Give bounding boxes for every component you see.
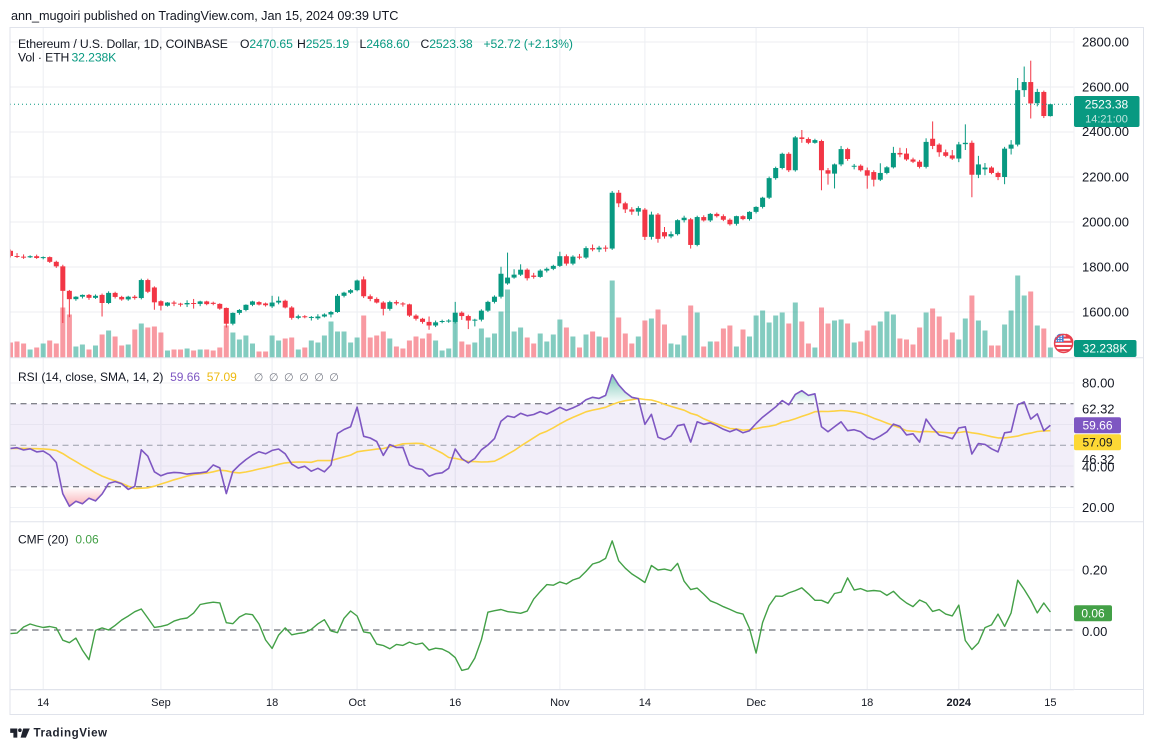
svg-text:Nov: Nov [550, 697, 570, 709]
svg-text:14:21:00: 14:21:00 [1085, 114, 1128, 126]
svg-text:TradingView: TradingView [34, 727, 109, 740]
svg-text:2800.00: 2800.00 [1082, 35, 1129, 50]
svg-text:∅: ∅ [254, 372, 264, 384]
svg-text:0.00: 0.00 [1082, 624, 1107, 639]
svg-text:32.238K: 32.238K [1083, 342, 1128, 356]
svg-text:∅: ∅ [284, 372, 294, 384]
svg-text:Oct: Oct [349, 697, 366, 709]
svg-text:2024: 2024 [947, 697, 972, 709]
svg-text:20.00: 20.00 [1082, 500, 1115, 515]
svg-text:2523.38: 2523.38 [1085, 98, 1129, 112]
svg-text:16: 16 [449, 697, 461, 709]
svg-text:0.06: 0.06 [1081, 607, 1105, 621]
svg-text:2400.00: 2400.00 [1082, 124, 1129, 139]
svg-text:14: 14 [37, 697, 49, 709]
svg-text:∅: ∅ [314, 372, 324, 384]
svg-text:∅: ∅ [299, 372, 309, 384]
svg-text:18: 18 [861, 697, 873, 709]
svg-text:ann_mugoiri published on Tradi: ann_mugoiri published on TradingView.com… [11, 9, 398, 23]
svg-text:0.20: 0.20 [1082, 563, 1107, 578]
svg-text:62.32: 62.32 [1082, 402, 1115, 417]
svg-text:14: 14 [639, 697, 651, 709]
svg-text:46.32: 46.32 [1082, 452, 1115, 467]
svg-text:15: 15 [1044, 697, 1056, 709]
svg-text:1600.00: 1600.00 [1082, 305, 1129, 320]
svg-text:59.66: 59.66 [1082, 419, 1112, 433]
svg-text:Dec: Dec [746, 697, 766, 709]
svg-text:∅: ∅ [269, 372, 279, 384]
svg-text:2600.00: 2600.00 [1082, 80, 1129, 95]
svg-text:40.00: 40.00 [1082, 460, 1115, 475]
svg-text:2000.00: 2000.00 [1082, 215, 1129, 230]
svg-text:CMF (20) 0.06: CMF (20) 0.06 [18, 533, 99, 547]
svg-text:Sep: Sep [151, 697, 171, 709]
svg-text:RSI (14, close, SMA, 14, 2) 5: RSI (14, close, SMA, 14, 2) 59.66 57.09 [18, 370, 237, 384]
svg-text:18: 18 [266, 697, 278, 709]
svg-text:80.00: 80.00 [1082, 376, 1115, 391]
svg-text:2200.00: 2200.00 [1082, 170, 1129, 185]
svg-text:57.09: 57.09 [1082, 436, 1112, 450]
svg-text:1800.00: 1800.00 [1082, 260, 1129, 275]
svg-text:∅: ∅ [329, 372, 339, 384]
